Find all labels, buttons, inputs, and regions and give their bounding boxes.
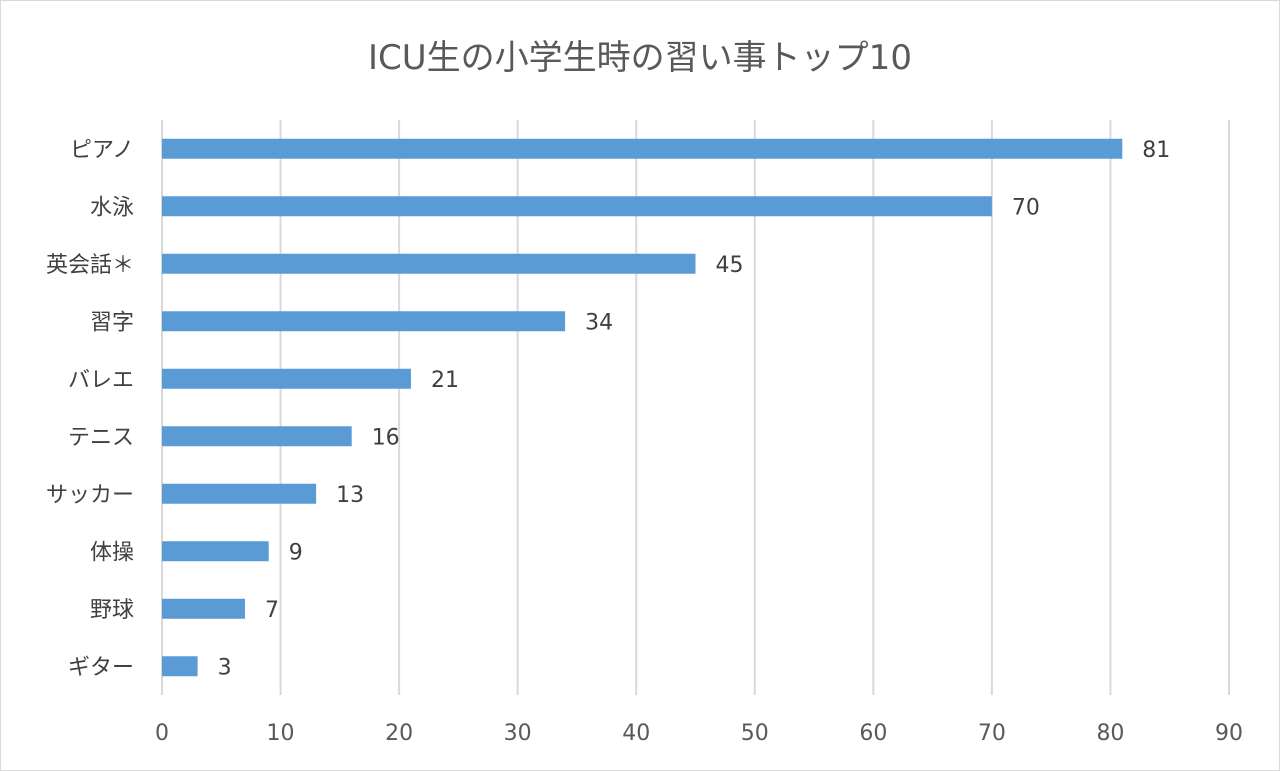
chart-title: ICU生の小学生時の習い事トップ10 (368, 38, 912, 78)
x-tick-label: 80 (1096, 721, 1124, 746)
category-label: バレエ (68, 368, 134, 393)
x-tick-label: 90 (1215, 721, 1243, 746)
bar-9 (162, 656, 198, 677)
bar-2 (162, 253, 696, 274)
bar-4 (162, 368, 411, 389)
bar-0 (162, 138, 1123, 159)
category-label: サッカー (46, 483, 134, 508)
value-label: 13 (336, 483, 364, 508)
category-label: テニス (68, 425, 134, 450)
bar-1 (162, 196, 992, 217)
category-label: ピアノ (70, 138, 134, 163)
bar-3 (162, 311, 566, 332)
x-tick-label: 70 (978, 721, 1006, 746)
value-label: 70 (1012, 195, 1040, 220)
x-tick-label: 20 (385, 721, 413, 746)
x-tick-label: 10 (267, 721, 295, 746)
x-tick-label: 50 (741, 721, 769, 746)
value-label: 21 (431, 368, 459, 393)
bar-layer (162, 138, 1123, 677)
value-label: 9 (289, 540, 303, 565)
value-label: 3 (218, 655, 232, 680)
category-label: 体操 (90, 540, 134, 565)
bar-8 (162, 598, 245, 619)
x-tick-label: 40 (622, 721, 650, 746)
value-label: 16 (372, 425, 400, 450)
bar-5 (162, 426, 352, 447)
category-label: 野球 (90, 598, 134, 623)
bar-7 (162, 541, 269, 562)
x-tick-label: 0 (155, 721, 169, 746)
category-label: 水泳 (90, 195, 134, 220)
category-label: 習字 (90, 310, 134, 335)
value-label: 7 (265, 598, 279, 623)
x-tick-label: 30 (504, 721, 532, 746)
value-label: 34 (585, 310, 613, 335)
bar-6 (162, 483, 317, 504)
value-label: 45 (716, 253, 744, 278)
category-label: ギター (68, 655, 134, 680)
label-layer: 0 10 20 30 40 50 60 70 80 90 ピアノ 81 水泳 70 英会話＊ 45 習字 34 バレ… (46, 138, 1243, 746)
category-label: 英会話＊ (46, 253, 134, 278)
value-label: 81 (1142, 138, 1170, 163)
x-tick-label: 60 (859, 721, 887, 746)
